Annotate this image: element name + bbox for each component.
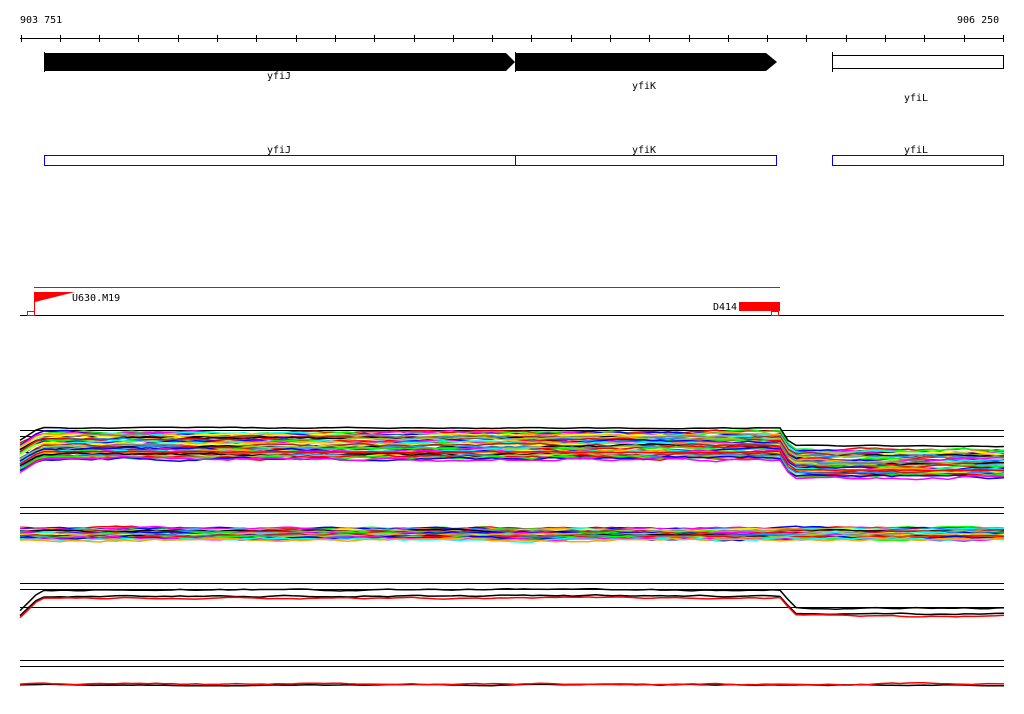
probe-d414[interactable]: D414 (713, 302, 780, 316)
expression-trace (19, 587, 1005, 612)
probe-track: U630.M19 D414 (20, 287, 1004, 316)
ruler-end-label: 906 250 (957, 15, 999, 26)
annotation-label: yfiL (904, 145, 928, 156)
gene-label: yfiK (632, 81, 656, 92)
annotation-yfiJ[interactable]: yfiJ (44, 145, 516, 166)
expression-panels (19, 426, 1005, 687)
annotation-label: yfiJ (267, 145, 291, 156)
probe-label: U630.M19 (72, 293, 120, 304)
expression-trace (19, 596, 1005, 619)
expression-trace (19, 594, 1005, 617)
gene-yfiJ[interactable]: yfiJ (44, 52, 515, 82)
annotation-label: yfiK (632, 145, 656, 156)
ruler-start-label: 903 751 (20, 15, 62, 26)
expression-trace (19, 682, 1005, 686)
coordinate-ruler (20, 35, 1004, 42)
expression-trace (19, 536, 1005, 543)
probe-u630[interactable]: U630.M19 (27, 292, 121, 316)
expression-trace (19, 426, 1005, 448)
expression-trace (19, 454, 1005, 478)
expression-trace (19, 455, 1005, 480)
expression-trace (19, 450, 1005, 472)
expression-trace (19, 455, 1004, 481)
gene-yfiL[interactable]: yfiL (832, 52, 1004, 104)
gene-yfiK[interactable]: yfiK (515, 52, 778, 92)
annotation-yfiK[interactable]: yfiK (515, 145, 777, 166)
annotation-yfiL[interactable]: yfiL (832, 145, 1004, 166)
probe-label: D414 (713, 302, 737, 313)
gene-label: yfiJ (267, 71, 291, 82)
gene-label: yfiL (904, 93, 928, 104)
